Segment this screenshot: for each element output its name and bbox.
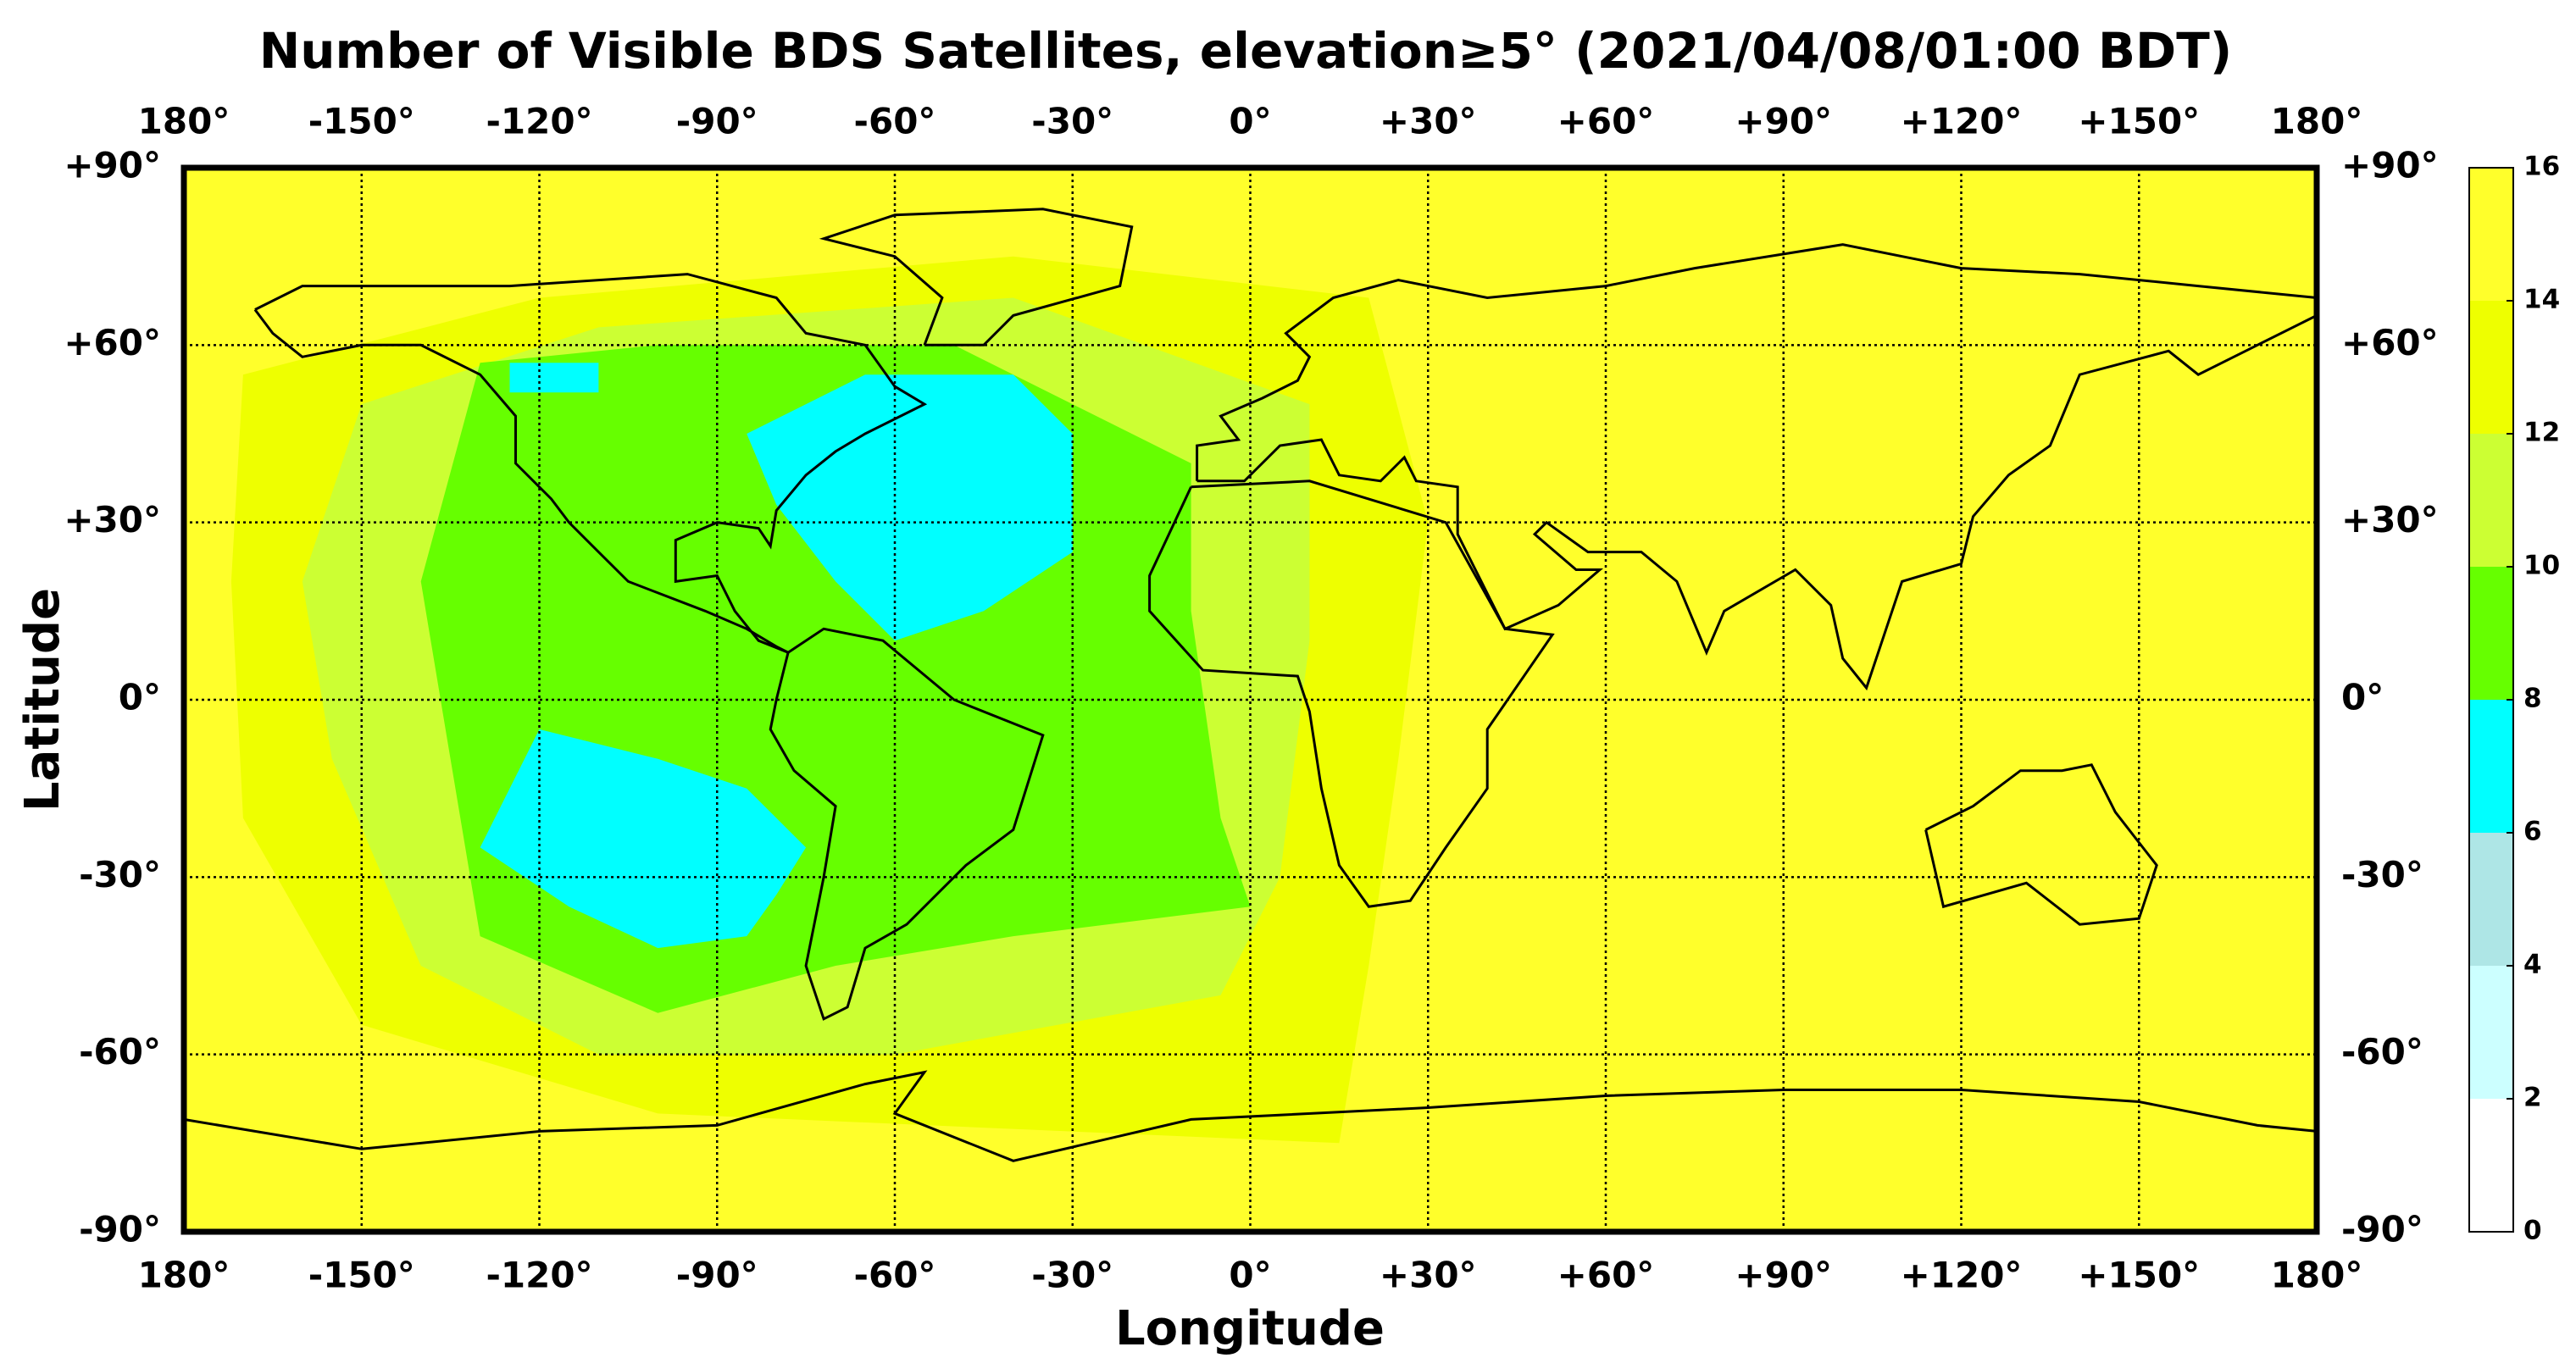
colorbar-tick-label: 14 xyxy=(2523,285,2560,315)
coverage-region xyxy=(480,729,807,949)
x-tick-label: +30° xyxy=(1380,101,1477,142)
y-tick-label: 0° xyxy=(2341,677,2384,718)
y-tick-label: +30° xyxy=(64,499,161,540)
x-tick-label: -60° xyxy=(854,101,936,142)
x-tick-label: +150° xyxy=(2078,1255,2200,1296)
chart-title: Number of Visible BDS Satellites, elevat… xyxy=(259,22,2233,80)
x-tick-label: 180° xyxy=(2271,101,2363,142)
coastline xyxy=(253,273,928,654)
colorbar-tick-label: 4 xyxy=(2523,950,2542,980)
x-tick-label: +60° xyxy=(1557,101,1655,142)
coverage-region xyxy=(509,363,599,393)
x-tick-label: -30° xyxy=(1031,1255,1113,1296)
colorbar-tick-label: 0 xyxy=(2523,1216,2542,1246)
coverage-region xyxy=(747,374,1073,641)
x-tick-label: -30° xyxy=(1031,101,1113,142)
x-axis-label: Longitude xyxy=(1115,1301,1385,1356)
colorbar-segment xyxy=(2469,700,2513,833)
coastline xyxy=(183,1070,2318,1162)
coastline xyxy=(769,627,1045,1021)
x-tick-label: +120° xyxy=(1901,101,2023,142)
coastline xyxy=(819,208,1134,346)
x-tick-label: -90° xyxy=(676,1255,758,1296)
x-tick-label: +90° xyxy=(1735,1255,1832,1296)
y-tick-label: -60° xyxy=(2341,1031,2423,1072)
x-tick-label: +150° xyxy=(2078,101,2200,142)
y-tick-label: -30° xyxy=(2341,854,2423,895)
y-tick-label: +60° xyxy=(2341,322,2439,363)
x-tick-label: -150° xyxy=(308,1255,415,1296)
colorbar-tick-label: 10 xyxy=(2523,551,2560,581)
x-tick-label: +60° xyxy=(1557,1255,1655,1296)
x-tick-label: -150° xyxy=(308,101,415,142)
colorbar-segment xyxy=(2469,966,2513,1099)
y-tick-label: -60° xyxy=(79,1031,161,1072)
x-tick-label: 180° xyxy=(2271,1255,2363,1296)
colorbar-tick-label: 6 xyxy=(2523,817,2542,847)
colorbar-tick-label: 8 xyxy=(2523,684,2542,714)
x-tick-label: +120° xyxy=(1901,1255,2023,1296)
y-tick-label: -30° xyxy=(79,854,161,895)
y-tick-label: 0° xyxy=(119,677,161,718)
x-tick-label: -120° xyxy=(486,1255,592,1296)
x-tick-label: 180° xyxy=(138,101,230,142)
colorbar-tick-label: 12 xyxy=(2523,418,2560,448)
colorbar-segment xyxy=(2469,168,2513,301)
plot-frame xyxy=(180,164,2320,1235)
colorbar-segment xyxy=(2469,1099,2513,1232)
coastline xyxy=(1196,243,2318,691)
x-tick-label: +30° xyxy=(1380,1255,1477,1296)
x-tick-label: -120° xyxy=(486,101,592,142)
y-tick-label: -90° xyxy=(2341,1209,2423,1250)
y-tick-label: +90° xyxy=(2341,145,2439,186)
colorbar-segment xyxy=(2469,567,2513,700)
y-tick-label: +90° xyxy=(64,145,161,186)
x-tick-label: 0° xyxy=(1229,101,1271,142)
colorbar-tick-label: 2 xyxy=(2523,1083,2542,1113)
x-tick-label: 180° xyxy=(138,1255,230,1296)
colorbar-segment xyxy=(2469,301,2513,434)
x-tick-label: -60° xyxy=(854,1255,936,1296)
y-tick-label: -90° xyxy=(79,1209,161,1250)
colorbar-segment xyxy=(2469,434,2513,567)
x-tick-label: +90° xyxy=(1735,101,1832,142)
y-tick-label: +30° xyxy=(2341,499,2439,540)
y-axis-label: Latitude xyxy=(15,588,70,812)
colorbar-tick-label: 16 xyxy=(2523,152,2560,182)
x-tick-label: -90° xyxy=(676,101,758,142)
y-tick-label: +60° xyxy=(64,322,161,363)
coastline xyxy=(1924,763,2158,926)
colorbar-segment xyxy=(2469,833,2513,966)
x-tick-label: 0° xyxy=(1229,1255,1271,1296)
